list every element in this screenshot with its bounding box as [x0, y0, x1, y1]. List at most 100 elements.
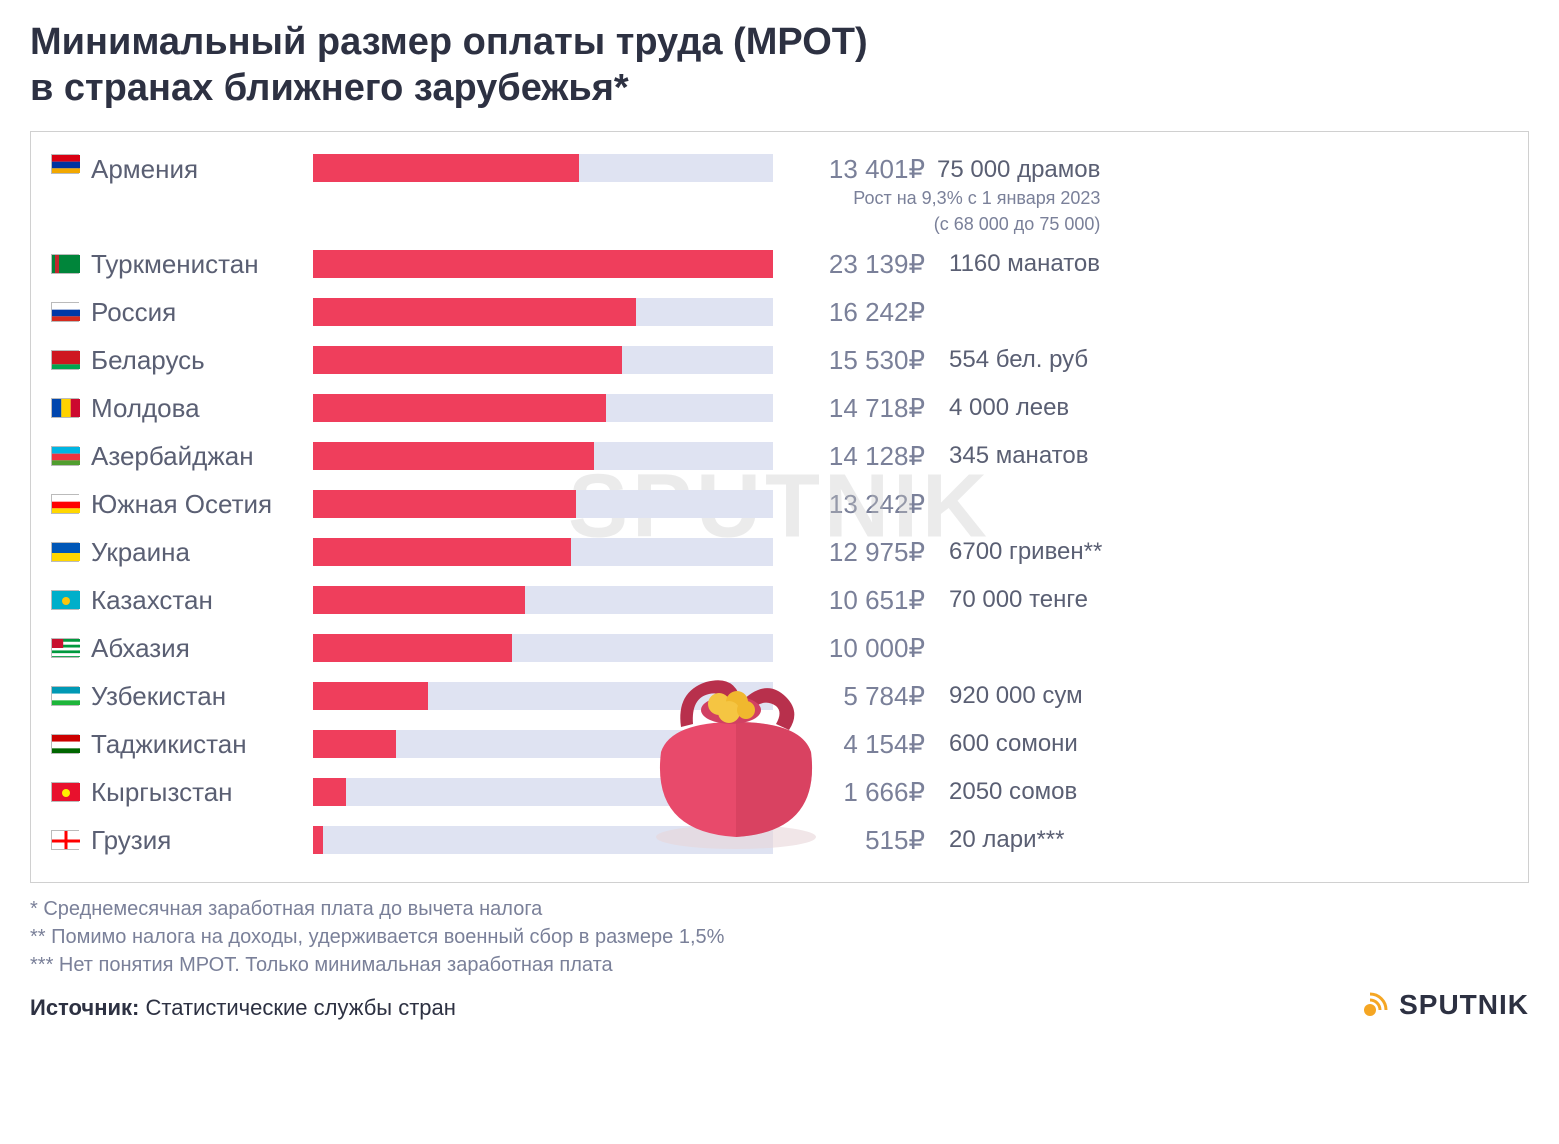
- value-rub: 4 154₽: [785, 729, 925, 760]
- value-rub: 15 530₽: [785, 345, 925, 376]
- country-row: Армения 13 401₽ 75 000 драмов Рост на 9,…: [51, 150, 1508, 240]
- value-rub: 10 000₽: [785, 633, 925, 664]
- flag-icon: [51, 398, 79, 418]
- title-line1: Минимальный размер оплаты труда (МРОТ): [30, 21, 868, 63]
- flag-icon: [51, 686, 79, 706]
- country-row: Южная Осетия 13 242₽: [51, 480, 1508, 528]
- subnote: Рост на 9,3% с 1 января 2023: [785, 187, 1100, 210]
- country-row: Беларусь 15 530₽ 554 бел. руб: [51, 336, 1508, 384]
- bar-fill: [313, 250, 773, 278]
- bar-fill: [313, 826, 323, 854]
- value-rub: 12 975₽: [785, 537, 925, 568]
- flag-icon: [51, 494, 79, 514]
- value-local: 75 000 драмов: [925, 156, 1100, 184]
- bar-track: [313, 730, 773, 758]
- flag-icon: [51, 154, 79, 174]
- bar-track: [313, 778, 773, 806]
- value-rub: 14 718₽: [785, 393, 925, 424]
- country-name: Молдова: [91, 393, 301, 424]
- bar-track: [313, 490, 773, 518]
- country-row: Азербайджан 14 128₽ 345 манатов: [51, 432, 1508, 480]
- value-rub: 23 139₽: [785, 249, 925, 280]
- bar-track: [313, 346, 773, 374]
- bar-track: [313, 394, 773, 422]
- footnote-2: ** Помимо налога на доходы, удерживается…: [30, 923, 1529, 951]
- country-name: Южная Осетия: [91, 489, 301, 520]
- flag-icon: [51, 446, 79, 466]
- country-row: Россия 16 242₽: [51, 288, 1508, 336]
- title-line2: в странах ближнего зарубежья*: [30, 67, 629, 109]
- bar-fill: [313, 778, 346, 806]
- value-rub: 515₽: [785, 825, 925, 856]
- footnote-3: *** Нет понятия МРОТ. Только минимальная…: [30, 951, 1529, 979]
- value-local: 600 сомони: [937, 730, 1078, 758]
- country-name: Узбекистан: [91, 681, 301, 712]
- flag-icon: [51, 638, 79, 658]
- country-row: Молдова 14 718₽ 4 000 леев: [51, 384, 1508, 432]
- page-title: Минимальный размер оплаты труда (МРОТ) в…: [30, 20, 1529, 111]
- flag-icon: [51, 734, 79, 754]
- brand-logo: SPUTNIK: [1359, 989, 1529, 1021]
- bar-fill: [313, 730, 396, 758]
- sputnik-icon: [1359, 989, 1391, 1021]
- footnotes: * Среднемесячная заработная плата до выч…: [30, 895, 1529, 979]
- country-name: Армения: [91, 154, 301, 185]
- country-name: Беларусь: [91, 345, 301, 376]
- flag-icon: [51, 302, 79, 322]
- bar-track: [313, 154, 773, 182]
- brand-text: SPUTNIK: [1399, 989, 1529, 1021]
- country-name: Россия: [91, 297, 301, 328]
- value-rub: 13 401₽: [785, 154, 925, 185]
- bar-track: [313, 442, 773, 470]
- country-row: Грузия 515₽ 20 лари***: [51, 816, 1508, 864]
- country-name: Украина: [91, 537, 301, 568]
- chart-container: SPUTNIK Армения 13 401₽ 75 000 драмов Ро…: [30, 131, 1529, 883]
- country-row: Узбекистан 5 784₽ 920 000 сум: [51, 672, 1508, 720]
- country-row: Абхазия 10 000₽: [51, 624, 1508, 672]
- value-local: 345 манатов: [937, 442, 1088, 470]
- bar-fill: [313, 490, 576, 518]
- country-name: Казахстан: [91, 585, 301, 616]
- bar-track: [313, 538, 773, 566]
- source-label: Источник:: [30, 995, 139, 1020]
- subnote: (с 68 000 до 75 000): [785, 213, 1100, 236]
- country-row: Украина 12 975₽ 6700 гривен**: [51, 528, 1508, 576]
- value-local: 6700 гривен**: [937, 538, 1102, 566]
- flag-icon: [51, 590, 79, 610]
- country-name: Таджикистан: [91, 729, 301, 760]
- value-rub: 5 784₽: [785, 681, 925, 712]
- country-name: Туркменистан: [91, 249, 301, 280]
- country-row: Кыргызстан 1 666₽ 2050 сомов: [51, 768, 1508, 816]
- bar-fill: [313, 298, 636, 326]
- country-name: Азербайджан: [91, 441, 301, 472]
- value-local: 554 бел. руб: [937, 346, 1088, 374]
- bar-fill: [313, 538, 571, 566]
- flag-icon: [51, 350, 79, 370]
- source-text: Статистические службы стран: [145, 995, 455, 1020]
- value-rub: 13 242₽: [785, 489, 925, 520]
- value-local: 20 лари***: [937, 826, 1065, 854]
- flag-icon: [51, 782, 79, 802]
- value-local: 70 000 тенге: [937, 586, 1088, 614]
- bar-track: [313, 250, 773, 278]
- flag-icon: [51, 542, 79, 562]
- country-name: Абхазия: [91, 633, 301, 664]
- bar-fill: [313, 634, 512, 662]
- bar-fill: [313, 442, 594, 470]
- bar-track: [313, 586, 773, 614]
- bar-fill: [313, 154, 579, 182]
- country-row: Казахстан 10 651₽ 70 000 тенге: [51, 576, 1508, 624]
- bar-track: [313, 682, 773, 710]
- source: Источник: Статистические службы стран: [30, 995, 456, 1021]
- value-rub: 10 651₽: [785, 585, 925, 616]
- flag-icon: [51, 830, 79, 850]
- bar-fill: [313, 682, 428, 710]
- bar-fill: [313, 586, 525, 614]
- country-name: Кыргызстан: [91, 777, 301, 808]
- bar-track: [313, 298, 773, 326]
- value-rub: 14 128₽: [785, 441, 925, 472]
- footnote-1: * Среднемесячная заработная плата до выч…: [30, 895, 1529, 923]
- value-rub: 16 242₽: [785, 297, 925, 328]
- bar-track: [313, 826, 773, 854]
- source-line: Источник: Статистические службы стран SP…: [30, 989, 1529, 1021]
